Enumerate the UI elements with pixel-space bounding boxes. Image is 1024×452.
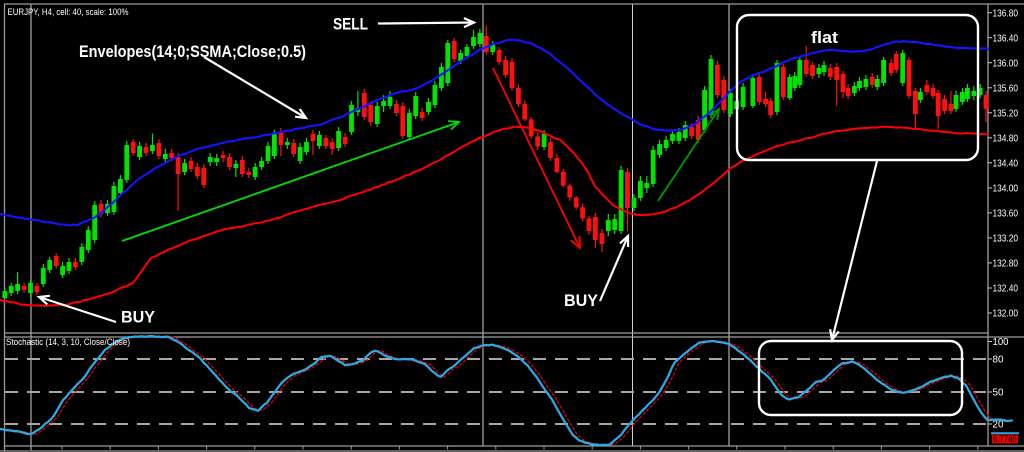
svg-text:135.60: 135.60 <box>993 83 1019 95</box>
svg-text:132.40: 132.40 <box>993 283 1019 295</box>
svg-text:EURJPY, H4, cell: 40, scale: 1: EURJPY, H4, cell: 40, scale: 100% <box>8 7 129 18</box>
svg-text:100: 100 <box>993 336 1009 348</box>
svg-text:136.00: 136.00 <box>993 57 1019 69</box>
svg-text:Envelopes(14;0;SSMA;Close;0.5): Envelopes(14;0;SSMA;Close;0.5) <box>79 43 306 61</box>
svg-text:BUY: BUY <box>121 308 156 327</box>
svg-text:134.40: 134.40 <box>993 158 1019 170</box>
svg-text:132.80: 132.80 <box>993 258 1019 270</box>
svg-text:80: 80 <box>993 354 1004 366</box>
svg-text:133.60: 133.60 <box>993 208 1019 220</box>
svg-text:50: 50 <box>993 387 1004 399</box>
svg-text:136.40: 136.40 <box>993 32 1019 44</box>
svg-text:132.00: 132.00 <box>993 308 1019 320</box>
svg-text:6.7785: 6.7785 <box>993 434 1017 444</box>
svg-text:flat: flat <box>811 28 838 47</box>
svg-text:136.80: 136.80 <box>993 7 1019 19</box>
svg-text:20: 20 <box>993 419 1004 431</box>
svg-text:SELL: SELL <box>333 15 368 34</box>
svg-text:Stochastic (14, 3, 10, Close/C: Stochastic (14, 3, 10, Close/Close) <box>6 337 130 348</box>
svg-text:BUY: BUY <box>564 291 599 310</box>
svg-text:133.20: 133.20 <box>993 233 1019 245</box>
svg-text:135.20: 135.20 <box>993 108 1019 120</box>
svg-text:134.00: 134.00 <box>993 183 1019 195</box>
svg-text:134.80: 134.80 <box>993 133 1019 145</box>
